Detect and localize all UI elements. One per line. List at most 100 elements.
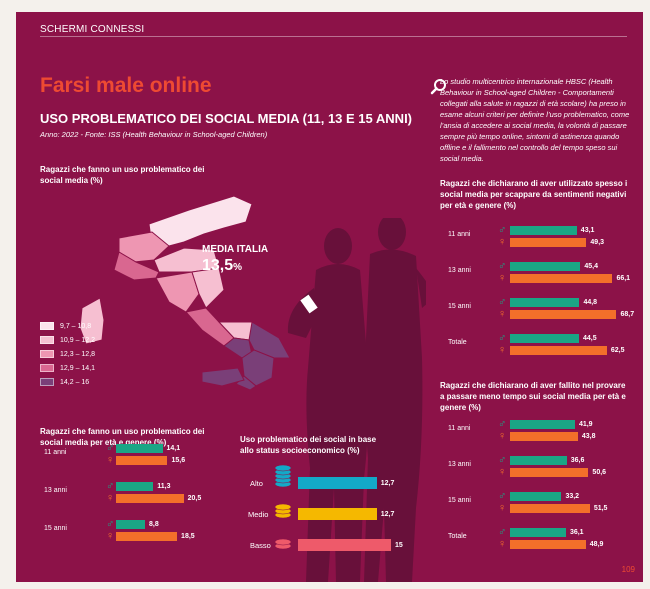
bar-value-label: 8,8 [149,521,159,528]
bar-row: 44,5 [510,334,597,343]
bar-value-label: 66,1 [616,275,631,282]
header-divider [40,36,627,37]
male-icon: ♂ [106,442,115,454]
teen-silhouettes [287,218,426,582]
female-bar [510,468,589,477]
male-icon: ♂ [498,526,507,538]
bar-row: 43,8 [510,432,596,441]
female-icon: ♀ [106,530,115,542]
male-icon: ♂ [498,224,507,236]
bar-value-label: 49,3 [590,239,605,246]
bar-value-label: 36,1 [569,529,584,536]
bar-value-label: 51,5 [593,505,608,512]
map-title: Ragazzi che fanno un uso problematico de… [40,165,205,185]
female-icon: ♀ [498,502,507,514]
bar-row: 36,1 [510,528,584,537]
bar-row: 33,2 [510,492,579,501]
category-label: 13 anni [448,461,471,468]
bar-row: 15 [298,539,403,551]
female-bar [510,238,587,247]
map-legend: 9,7 – 10,8 10,9 – 12,2 12,3 – 12,8 12,9 … [40,319,95,389]
legend-item: 10,9 – 12,2 [40,333,95,347]
chart-age-gender-title: Ragazzi che fanno un uso problematico de… [40,427,205,447]
category-label: Totale [448,339,467,346]
male-bar [510,528,566,537]
bar-value-label: 20,5 [187,495,202,502]
bar-value-label: 15,6 [171,457,186,464]
legend-item: 14,2 – 16 [40,375,95,389]
male-bar [510,262,581,271]
bar-value-label: 14,1 [166,445,181,452]
female-bar [510,504,590,513]
bar-value-label: 45,4 [584,263,598,270]
female-bar [510,346,607,355]
bar-row: 45,4 [510,262,598,271]
status-label: Basso [250,541,271,550]
status-label: Alto [250,479,263,488]
bar-value-label: 68,7 [620,311,635,318]
bar-value-label: 18,5 [181,533,195,540]
source-note: Anno: 2022 - Fonte: ISS (Health Behaviou… [40,130,268,139]
legend-label: 12,9 – 14,1 [60,364,96,372]
bar-value-label: 43,8 [581,433,596,440]
female-bar [116,494,184,503]
female-bar [510,432,578,441]
female-icon: ♀ [106,454,115,466]
legend-label: 14,2 – 16 [60,378,90,386]
legend-swatch [40,364,54,372]
page-number: 109 [621,565,635,574]
intro-text: Lo studio multicentrico internazionale H… [440,77,630,163]
infographic-page: SCHERMI CONNESSI Farsi male online USO P… [16,12,643,582]
female-bar [116,456,168,465]
legend-label: 9,7 – 10,8 [60,322,92,330]
bar-row: 15,6 [116,456,185,465]
bar-row: 20,5 [116,494,201,503]
male-icon: ♂ [498,418,507,430]
status-bar [298,477,377,489]
status-bar [298,539,391,551]
male-bar [510,226,577,235]
male-icon: ♂ [498,296,507,308]
category-label: 11 anni [44,449,67,456]
chart-socioeconomic-title: Uso problematico dei social in base allo… [240,435,377,455]
category-label: 11 anni [448,425,471,432]
male-icon: ♂ [498,454,507,466]
bar-row: 68,7 [510,310,634,319]
status-bar [298,508,377,520]
male-bar [510,456,567,465]
bar-value-label: 41,9 [578,421,593,428]
bar-row: 12,7 [298,477,394,489]
status-label: Medio [248,510,269,519]
page-title: Farsi male online [40,74,212,97]
female-icon: ♀ [498,308,507,320]
bar-row: 8,8 [116,520,159,529]
legend-swatch [40,336,54,344]
bar-row: 41,9 [510,420,593,429]
female-icon: ♀ [498,538,507,550]
male-bar [116,444,163,453]
female-icon: ♀ [498,430,507,442]
chart-escape-title: Ragazzi che dichiarano di aver utilizzat… [440,179,628,210]
female-icon: ♀ [498,236,507,248]
media-italia-label: MEDIA ITALIA [202,244,269,255]
female-bar [510,274,613,283]
category-label: 15 anni [44,525,67,532]
female-icon: ♀ [498,466,507,478]
male-icon: ♂ [498,332,507,344]
bar-row: 62,5 [510,346,625,355]
bar-value-label: 11,3 [157,483,171,490]
male-bar [116,482,154,491]
male-bar [510,492,562,501]
female-bar [510,310,617,319]
bar-value-label: 62,5 [610,347,625,354]
category-label: Totale [448,533,467,540]
legend-label: 12,3 – 12,8 [60,350,96,358]
bar-row: 51,5 [510,504,607,513]
bar-value-label: 36,6 [570,457,585,464]
bar-row: 49,3 [510,238,604,247]
coin-stack-icon [274,538,292,550]
media-italia-value: 13,5% [202,257,243,274]
legend-item: 9,7 – 10,8 [40,319,95,333]
bar-value-label: 44,5 [582,335,597,342]
legend-swatch [40,322,54,330]
